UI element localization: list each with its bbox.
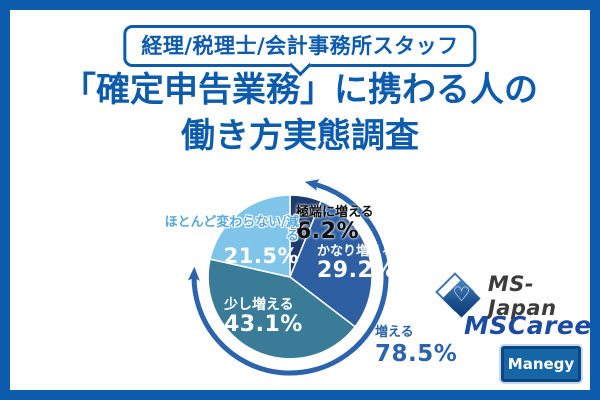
slice-label-no-change: ほとんど変わらない/減る 21.5% (152, 215, 299, 269)
pie-slice-slight-increase (207, 258, 357, 360)
slice-label-extreme-value: 6.2% (296, 218, 360, 244)
ms-career-logo: MSCareer (464, 311, 600, 340)
slice-label-considerable-increase: かなり増える 29.2% (317, 245, 396, 282)
manegy-logo-text: Manegy (507, 355, 575, 373)
ms-japan-logo-text: MS-Japan (487, 272, 557, 320)
page-title: 「確定申告業務」に携わる人の 働き方実態調査 (0, 68, 600, 159)
annotation-increase-total: 増える 78.5% (375, 326, 457, 366)
slice-label-slight-increase: 少し増える 43.1% (224, 298, 303, 336)
title-line-2: 働き方実態調査 (181, 115, 419, 156)
slice-label-considerable-text: かなり増える (317, 244, 395, 259)
audience-badge: 経理/税理士/会計事務所スタッフ (123, 25, 477, 77)
manegy-logo-badge: Manegy (501, 346, 581, 382)
annotation-increase-value: 78.5% (375, 340, 458, 367)
slice-label-no-change-value: 21.5% (223, 244, 299, 269)
slice-label-slight-text: 少し増える (224, 297, 294, 313)
increase-span-arrow (187, 179, 389, 376)
ms-japan-logo: ♡ MS-Japan (435, 272, 600, 320)
pie-chart (187, 179, 389, 376)
slice-label-slight-value: 43.1% (224, 311, 303, 337)
slice-label-extreme-increase: 極端に増える 6.2% (296, 206, 374, 243)
heart-icon: ♡ (452, 281, 471, 306)
slice-label-considerable-value: 29.2% (317, 257, 396, 283)
slice-label-no-change-text: ほとんど変わらない/減る (164, 215, 299, 244)
title-line-1: 「確定申告業務」に携わる人の (62, 70, 538, 110)
pie-chart-area (148, 167, 438, 400)
slice-label-extreme-text: 極端に増える (296, 205, 374, 220)
annotation-increase-text: 増える (375, 325, 414, 340)
